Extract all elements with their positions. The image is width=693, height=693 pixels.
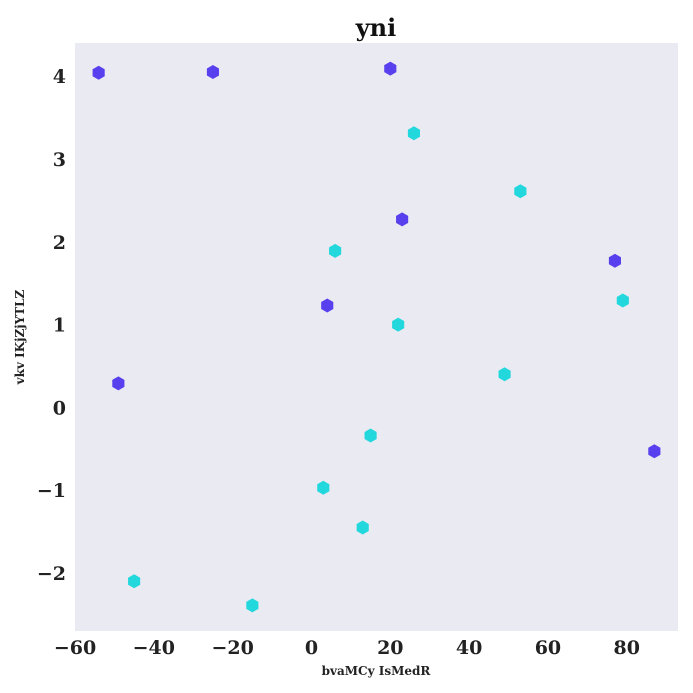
data-point-series-2 bbox=[329, 243, 342, 258]
y-tick-label: 2 bbox=[53, 232, 66, 254]
x-tick-label: −60 bbox=[54, 637, 96, 659]
data-point-series-1 bbox=[206, 64, 219, 79]
data-point-series-1 bbox=[648, 444, 661, 459]
x-tick-label: −20 bbox=[211, 637, 253, 659]
data-point-series-2 bbox=[616, 293, 629, 308]
y-axis-ticks: −2 −1 0 1 2 3 4 bbox=[37, 66, 66, 585]
y-tick-label: 3 bbox=[53, 149, 66, 171]
data-point-series-1 bbox=[321, 298, 334, 313]
x-tick-label: 60 bbox=[535, 637, 561, 659]
x-tick-label: −40 bbox=[133, 637, 175, 659]
y-tick-label: −1 bbox=[37, 480, 66, 502]
data-point-series-1 bbox=[112, 376, 125, 391]
data-point-series-1 bbox=[396, 212, 409, 227]
data-point-series-2 bbox=[356, 520, 369, 535]
x-tick-label: 40 bbox=[456, 637, 482, 659]
x-tick-label: 20 bbox=[377, 637, 403, 659]
data-point-series-1 bbox=[384, 61, 397, 76]
y-tick-label: 4 bbox=[53, 66, 66, 88]
data-point-series-1 bbox=[92, 65, 105, 80]
y-axis-label: vkv IKjZjYTLZ bbox=[13, 289, 27, 385]
data-point-series-2 bbox=[317, 480, 330, 495]
y-tick-label: 0 bbox=[53, 397, 66, 419]
chart-title: yni bbox=[355, 13, 397, 42]
data-points bbox=[92, 61, 661, 613]
data-point-series-2 bbox=[514, 184, 527, 199]
data-point-series-1 bbox=[608, 253, 621, 268]
data-point-series-2 bbox=[364, 428, 377, 443]
x-axis-ticks: −60 −40 −20 0 20 40 60 80 bbox=[54, 637, 640, 659]
data-point-series-2 bbox=[128, 574, 141, 589]
data-point-series-2 bbox=[407, 126, 420, 141]
data-point-series-2 bbox=[392, 317, 405, 332]
x-tick-label: 0 bbox=[305, 637, 318, 659]
plot-area bbox=[75, 43, 678, 631]
x-tick-label: 80 bbox=[614, 637, 640, 659]
x-axis-label: bvaMCy IsMedR bbox=[322, 664, 432, 678]
y-tick-label: 1 bbox=[53, 315, 66, 337]
data-point-series-2 bbox=[498, 367, 511, 382]
y-tick-label: −2 bbox=[37, 563, 66, 585]
data-point-series-2 bbox=[246, 598, 259, 613]
